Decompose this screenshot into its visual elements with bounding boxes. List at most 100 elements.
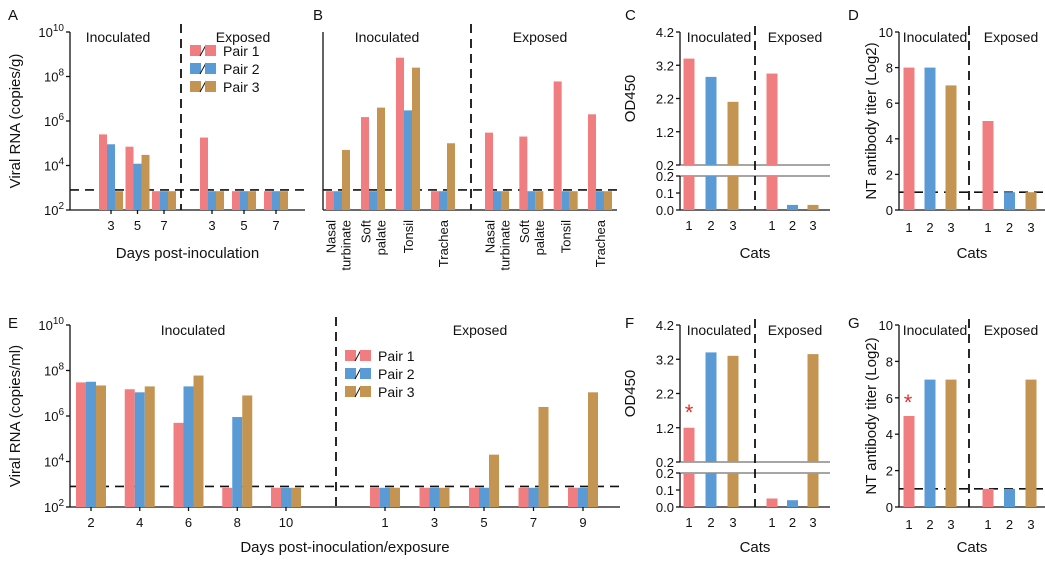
y-tick-label-F: 0.0 xyxy=(656,500,674,515)
x-tick-label-G: 3 xyxy=(1027,517,1034,532)
bar-G-1-2 xyxy=(1025,379,1037,507)
y-tick-label-D: 8 xyxy=(886,61,893,76)
bar-A-1-0-0 xyxy=(200,137,208,210)
bar-B-0-1-1 xyxy=(369,191,377,210)
bar-D-1-0 xyxy=(982,121,994,210)
x-tick-label-F: 2 xyxy=(789,515,796,530)
bar-E-1-4-1 xyxy=(578,487,588,507)
x-tick-label-F: 1 xyxy=(685,515,692,530)
y-tick-label-C: 0.2 xyxy=(656,158,674,173)
group-title-F: Inoculated xyxy=(687,322,752,338)
y-tick-label-F: 0.1 xyxy=(656,483,674,498)
bar-B-0-1-2 xyxy=(377,107,385,210)
bar-E-1-3-0 xyxy=(518,487,529,507)
bar-B-1-1-0 xyxy=(519,136,528,210)
panel-label-B: B xyxy=(313,7,323,24)
x-tick-label-B: Nasal xyxy=(483,220,498,253)
y-axis-title-F: OD450 xyxy=(622,370,639,418)
x-tick-label-E: 4 xyxy=(136,515,143,530)
y-tick-label-G: 4 xyxy=(886,427,893,442)
bar-F-0-2-lower xyxy=(727,473,739,507)
x-tick-label-B: turbinate xyxy=(339,220,354,271)
y-tick-label-F: 0.2 xyxy=(656,455,674,470)
y-tick-label-D: 4 xyxy=(886,132,893,147)
legend-label-E: Pair 1 xyxy=(378,348,415,364)
x-tick-label-E: 6 xyxy=(185,515,192,530)
group-title-G: Exposed xyxy=(984,322,1038,338)
legend-swatch-E xyxy=(345,350,356,361)
bar-E-1-0-2 xyxy=(390,487,400,507)
bar-G-1-0 xyxy=(982,488,994,507)
bar-D-0-0 xyxy=(903,67,915,210)
x-tick-label-B: Tonsil xyxy=(559,220,574,253)
y-tick-label-F: 3.2 xyxy=(656,352,674,367)
x-tick-label-C: 3 xyxy=(809,218,816,233)
bar-E-1-2-2 xyxy=(489,454,499,507)
x-tick-label-F: 2 xyxy=(707,515,714,530)
legend-swatch-A xyxy=(190,63,201,74)
x-tick-label-D: 2 xyxy=(926,220,933,235)
bar-A-0-1-1 xyxy=(133,163,142,210)
bar-C-0-1-lower xyxy=(705,176,717,210)
bar-F-0-0-lower xyxy=(683,473,695,507)
panel-label-A: A xyxy=(8,7,18,24)
legend-swatch-A xyxy=(205,81,216,92)
bar-B-1-2-1 xyxy=(561,191,570,210)
bar-A-1-0-1 xyxy=(208,191,216,210)
x-tick-label-B: turbinate xyxy=(498,220,513,271)
x-tick-label-G: 2 xyxy=(1006,517,1013,532)
y-tick-label-G: 2 xyxy=(886,464,893,479)
bar-E-1-1-2 xyxy=(439,487,450,507)
y-tick-label-C: 2.2 xyxy=(656,92,674,107)
bar-E-0-1-2 xyxy=(144,386,155,507)
bar-E-0-2-2 xyxy=(193,375,204,507)
x-axis-title-E: Days post-inoculation/exposure xyxy=(240,539,449,556)
legend-swatch-A xyxy=(190,81,201,92)
bar-C-1-1 xyxy=(787,204,798,210)
y-tick-label-G: 6 xyxy=(886,391,893,406)
bar-E-0-0-2 xyxy=(96,385,106,507)
bar-C-1-2 xyxy=(807,204,819,210)
bar-E-0-3-0 xyxy=(222,487,233,507)
bar-G-0-2 xyxy=(945,379,957,507)
bar-C-1-0-upper xyxy=(766,73,778,165)
group-title-C: Exposed xyxy=(768,29,822,45)
group-title-D: Exposed xyxy=(984,29,1038,45)
y-tick-label-E: 108 xyxy=(44,362,64,379)
legend-swatch-A xyxy=(190,45,201,56)
group-title-E: Inoculated xyxy=(161,322,226,338)
panel-label-F: F xyxy=(625,315,634,332)
y-tick-label-G: 0 xyxy=(886,500,893,515)
x-tick-label-B: palate xyxy=(532,220,547,255)
legend-label-A: Pair 1 xyxy=(223,43,260,59)
x-axis-title-C: Cats xyxy=(740,245,771,262)
bar-E-0-3-2 xyxy=(242,395,253,507)
bar-A-1-1-0 xyxy=(232,191,240,210)
y-tick-label-A: 108 xyxy=(44,68,64,85)
bar-F-1-0 xyxy=(766,498,778,507)
bar-E-0-1-0 xyxy=(124,389,135,507)
bar-A-1-1-2 xyxy=(248,191,256,210)
bar-B-0-0-1 xyxy=(334,191,342,210)
y-axis-title-E: Viral RNA (copies/ml) xyxy=(7,345,24,487)
bar-E-1-4-0 xyxy=(568,487,578,507)
x-tick-label-A: 5 xyxy=(134,218,141,233)
x-tick-label-B: Trachea xyxy=(593,219,608,267)
bar-B-1-0-2 xyxy=(501,191,509,210)
y-tick-label-E: 102 xyxy=(44,498,64,515)
bar-E-0-0-0 xyxy=(76,382,86,507)
x-tick-label-D: 1 xyxy=(984,220,991,235)
bar-B-1-0-0 xyxy=(485,132,493,210)
bar-A-0-0-1 xyxy=(107,144,115,210)
bar-B-0-2-1 xyxy=(404,110,412,210)
y-tick-label-C: 1.2 xyxy=(656,125,674,140)
x-tick-label-G: 1 xyxy=(905,517,912,532)
x-tick-label-E: 1 xyxy=(381,515,388,530)
bar-B-0-1-0 xyxy=(361,117,369,210)
y-tick-label-G: 10 xyxy=(879,318,893,333)
y-tick-label-A: 104 xyxy=(44,157,64,174)
bar-F-1-2-lower xyxy=(807,473,819,507)
bar-E-0-4-1 xyxy=(281,487,291,507)
bar-B-0-3-1 xyxy=(439,191,447,210)
